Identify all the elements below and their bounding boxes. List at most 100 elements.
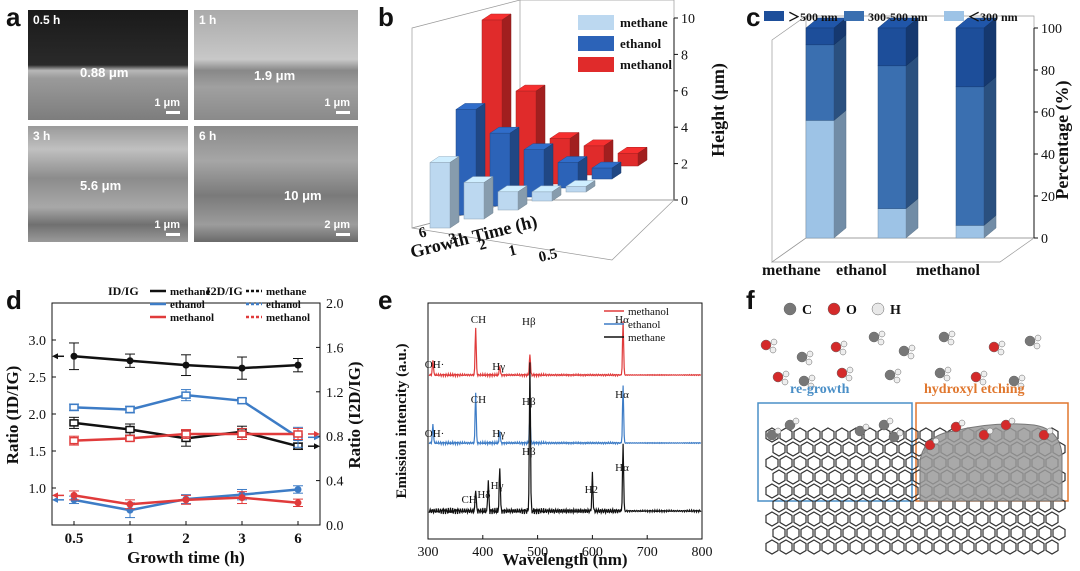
bar-methane-2 (497, 185, 528, 211)
bar-segment-methane (805, 109, 847, 239)
adsorbed-hydrogen (862, 423, 870, 431)
bar-front-face (429, 162, 451, 229)
molecule-hydrogen (979, 378, 987, 386)
hexagon (772, 441, 786, 457)
y-tick-label-right: 0.0 (326, 519, 344, 534)
x-tick-label: 300 (418, 545, 439, 560)
scale-label: 1 μm (324, 97, 350, 109)
scale-bar: 1 μm (154, 219, 180, 236)
legend-label: methanol (628, 306, 669, 318)
data-point (294, 485, 302, 493)
hexagon (842, 441, 856, 457)
scale-bar: 1 μm (324, 97, 350, 114)
legend-swatch (578, 36, 614, 51)
molecule-hydrogen (947, 338, 955, 346)
molecule-hydrogen (807, 382, 815, 390)
adsorbed-atom (924, 439, 936, 451)
adsorbed-atom (878, 419, 890, 431)
hexagon (828, 469, 842, 485)
hexagon (1031, 511, 1045, 527)
bar-front-face (955, 27, 985, 88)
hexagon (947, 539, 961, 555)
data-point (69, 403, 79, 412)
molecule-atom (898, 345, 910, 357)
hexagon (891, 455, 905, 471)
hexagon (975, 511, 989, 527)
data-point (294, 499, 302, 507)
data-point (69, 419, 79, 427)
legend-label: methanol (620, 57, 672, 72)
y-tick-label: 2 (681, 158, 688, 173)
data-point (238, 364, 246, 372)
molecule-hydrogen (839, 348, 847, 356)
data-point (182, 361, 190, 369)
molecule-atom (938, 331, 950, 343)
bar-side-face (905, 55, 919, 210)
hexagon (919, 539, 933, 555)
scale-label: 2 μm (324, 219, 350, 231)
molecule-hydrogen (944, 366, 952, 374)
x-tick-label: methane (762, 262, 821, 279)
molecule-atom (1008, 375, 1020, 387)
molecule-atom (1024, 335, 1036, 347)
adsorbed-hydrogen (986, 427, 994, 435)
legend-atom-O (827, 302, 841, 316)
peak-label: Hα (615, 314, 629, 326)
spectrum-methanol (428, 321, 702, 379)
peak-label: Hδ (477, 489, 490, 501)
peak-label: Hγ (492, 428, 505, 440)
re-growth-label: re-growth (790, 382, 850, 397)
data-point (125, 425, 135, 434)
bar-ethanol-0.5 (591, 161, 622, 180)
bar-front-face (805, 27, 835, 46)
hexagon (1045, 511, 1059, 527)
hexagon (870, 441, 884, 457)
hexagon (989, 511, 1003, 527)
hexagon (884, 525, 898, 541)
x-tick-label: 0.5 (537, 246, 559, 266)
hexagon (779, 483, 793, 499)
molecule-hydrogen (808, 374, 816, 382)
molecule-hydrogen (782, 370, 790, 378)
data-point (125, 405, 135, 414)
y-tick-label-right: 1.6 (326, 341, 344, 356)
floor-plane (770, 237, 1036, 263)
bar-methane-6 (429, 156, 460, 229)
peak-label: CH (471, 314, 486, 326)
data-point (238, 494, 246, 502)
hexagon (807, 539, 821, 555)
hexagon (975, 539, 989, 555)
hydroxyl-etching-label: hydroxyl etching (924, 382, 1024, 397)
bar-methanol-0.5 (617, 146, 648, 167)
peak-label: Hβ (522, 446, 536, 458)
molecule-hydrogen (878, 330, 886, 338)
panel-label-b: b (378, 2, 394, 32)
legend-atom-C (783, 302, 797, 316)
axis-arrow-head (314, 443, 320, 450)
hexagon (807, 427, 821, 443)
hexagon (891, 539, 905, 555)
legend-label: methane (620, 15, 668, 30)
hexagon (1038, 525, 1052, 541)
bar-side-face (983, 76, 997, 226)
hexagon (765, 539, 779, 555)
molecule-hydrogen (908, 344, 916, 352)
hexagon (856, 497, 870, 513)
hexagon (1017, 539, 1031, 555)
legend-swatch (944, 11, 964, 21)
molecule-hydrogen (1018, 374, 1026, 382)
bar-segment-methane (805, 34, 847, 121)
bar-segment-methanol (955, 17, 997, 88)
molecule-atom (760, 339, 772, 351)
x-tick-label: 800 (692, 545, 713, 560)
hexagon (891, 483, 905, 499)
bar-front-face (565, 186, 587, 193)
hexagon (814, 497, 828, 513)
molecule-hydrogen (997, 348, 1005, 356)
plot-frame (427, 302, 703, 540)
axis-arrow-head (52, 492, 58, 499)
y-tick-label-left: 3.0 (29, 334, 47, 349)
hexagon (779, 455, 793, 471)
molecule-hydrogen (1033, 342, 1041, 350)
spectrum-ethanol (428, 385, 702, 447)
